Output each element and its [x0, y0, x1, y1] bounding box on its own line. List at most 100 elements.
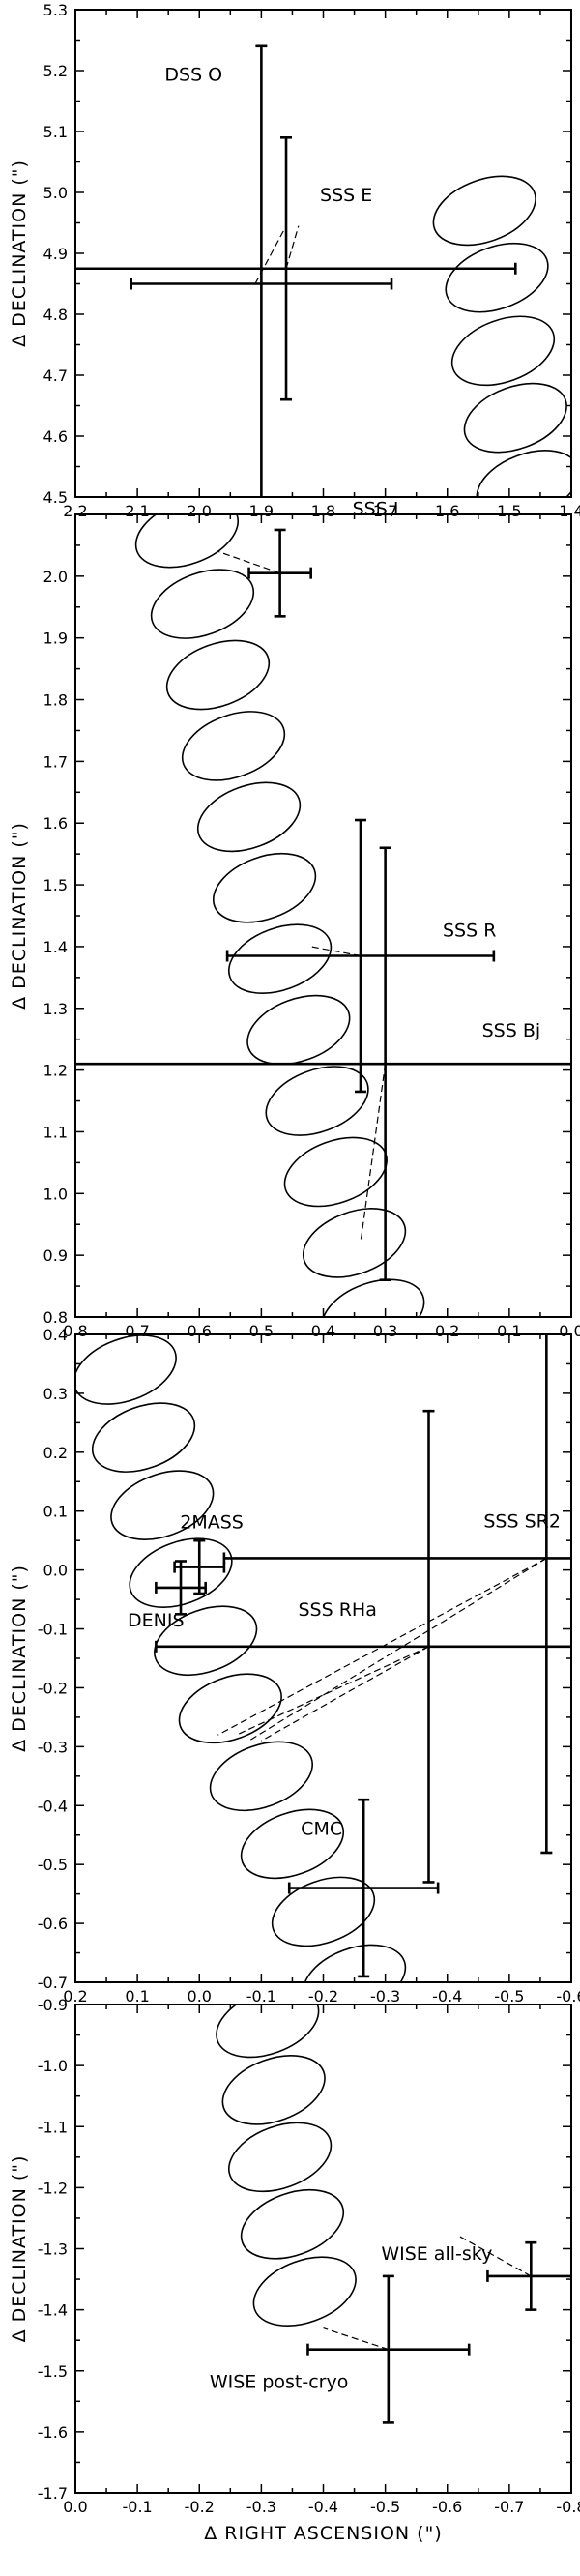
error-ellipse	[302, 1944, 407, 1982]
y-tick-label: 4.9	[44, 245, 68, 263]
y-tick-label: 4.5	[44, 488, 68, 507]
point-label: WISE all-sky	[381, 2243, 492, 2265]
y-tick-label: 0.8	[44, 1308, 68, 1327]
y-tick-label: 5.0	[44, 184, 68, 202]
dashed-connector	[459, 2236, 532, 2277]
y-axis-label: Δ DECLINATION (")	[9, 160, 30, 347]
plot-frame	[74, 9, 572, 498]
x-tick-label: -0.3	[246, 2498, 276, 2516]
x-tick-label: 0.1	[497, 1322, 521, 1340]
plot-area	[216, 2005, 571, 2424]
x-tick-label: 2.1	[125, 502, 149, 520]
x-tick-label: 1.4	[559, 502, 580, 520]
error-ellipse	[445, 242, 549, 313]
data-point	[173, 1538, 226, 1595]
y-tick-label: 1.0	[44, 1185, 68, 1203]
dashed-connector	[254, 225, 287, 284]
data-point	[75, 136, 517, 401]
y-tick-label: -0.4	[38, 1797, 68, 1815]
dashed-connector	[285, 225, 300, 269]
panel-1: DSS O SSS E 2.2 2.1 2.0 1.9 1.8 1.7 1.6 1.5 1.4 4.5…	[9, 1, 580, 520]
error-ellipse	[181, 711, 286, 781]
y-tick-label: -0.3	[38, 1738, 68, 1756]
y-tick-label: -1.0	[38, 2057, 68, 2075]
data-point	[155, 1409, 571, 1884]
x-tick-label: 1.7	[373, 502, 397, 520]
y-tick-label: -0.1	[38, 1621, 68, 1639]
data-point	[225, 818, 496, 1094]
plot-frame	[74, 2004, 572, 2494]
error-ellipse	[321, 1278, 425, 1317]
x-tick-label: -0.1	[246, 1987, 276, 2005]
y-tick-label: -1.2	[38, 2179, 68, 2197]
y-tick-label: -1.7	[38, 2484, 68, 2503]
x-tick-label: -0.6	[432, 2498, 462, 2516]
y-axis-label: Δ DECLINATION (")	[9, 1565, 30, 1752]
x-tick-label: -0.7	[494, 2498, 524, 2516]
x-tick-label: 0.1	[125, 1987, 149, 2005]
x-tick-label: 0.4	[311, 1322, 335, 1340]
x-tick-label: 2.0	[188, 502, 212, 520]
y-tick-label: 0.4	[44, 1326, 68, 1344]
error-ellipse	[196, 781, 302, 853]
y-tick-label: 0.0	[44, 1562, 68, 1580]
point-label: WISE post-cryo	[210, 2372, 349, 2393]
panel-4: WISE all-sky WISE post-cryo 0.0 -0.1 -0.2 -0.…	[9, 1996, 580, 2544]
x-tick-label: 1.9	[249, 502, 274, 520]
error-ellipse	[221, 2055, 326, 2125]
dashed-connector	[248, 1557, 547, 1742]
error-ellipse	[129, 1537, 233, 1608]
x-tick-label: -0.1	[123, 2498, 153, 2516]
dashed-connector	[261, 1646, 429, 1742]
x-tick-label: -0.5	[370, 2498, 400, 2516]
dashed-connector	[236, 1646, 429, 1736]
error-ellipse	[240, 2188, 345, 2260]
x-tick-label: -0.6	[556, 1987, 580, 2005]
data-point	[247, 528, 312, 618]
dashed-connector	[323, 2327, 390, 2351]
y-tick-label: 5.2	[44, 62, 68, 80]
x-axis-label: Δ RIGHT ASCENSION (")	[204, 2523, 442, 2544]
x-tick-label: 1.5	[497, 502, 521, 520]
y-tick-label: 0.3	[44, 1385, 68, 1403]
point-label: DENIS	[128, 1610, 185, 1631]
y-tick-label: -1.5	[38, 2362, 68, 2381]
error-ellipse	[209, 1741, 314, 1812]
plot-frame	[74, 1333, 572, 1983]
y-tick-label: 4.6	[44, 427, 68, 446]
error-ellipse	[150, 569, 255, 639]
error-ellipse	[178, 1673, 282, 1744]
x-tick-label: -0.8	[556, 2498, 580, 2516]
error-ellipse	[110, 1470, 215, 1540]
data-point	[75, 846, 571, 1281]
error-ellipse	[227, 2122, 333, 2193]
x-tick-label: 0.8	[63, 1322, 87, 1340]
point-label: DSS O	[164, 65, 222, 86]
error-ellipse	[154, 1605, 258, 1676]
error-ellipse	[134, 514, 240, 569]
dashed-connector	[310, 946, 362, 957]
y-tick-label: -0.5	[38, 1856, 68, 1874]
error-ellipse	[246, 994, 351, 1066]
data-point	[155, 1560, 207, 1616]
y-tick-label: 4.7	[44, 366, 68, 385]
dashed-connector	[360, 1064, 387, 1244]
point-label: SSS E	[320, 185, 372, 206]
x-tick-label: 0.3	[373, 1322, 397, 1340]
y-tick-label: 0.1	[44, 1503, 68, 1521]
y-tick-label: 2.0	[44, 568, 68, 586]
error-ellipse	[227, 923, 333, 994]
y-tick-label: 5.3	[44, 1, 68, 19]
error-ellipse	[476, 450, 571, 497]
y-tick-label: 0.2	[44, 1444, 68, 1462]
error-ellipse	[91, 1402, 196, 1473]
x-tick-label: -0.2	[308, 1987, 338, 2005]
error-ellipse	[212, 852, 317, 923]
x-tick-label: -0.5	[494, 1987, 524, 2005]
panel-3: 2MASS DENIS SSS SR2 SSS RHa CMC 0.2 0.1 0.0 -0.1…	[9, 1326, 580, 2005]
error-ellipse	[165, 639, 271, 711]
error-ellipse	[265, 1066, 369, 1136]
y-tick-label: 1.6	[44, 814, 68, 833]
y-tick-label: -1.3	[38, 2240, 68, 2259]
